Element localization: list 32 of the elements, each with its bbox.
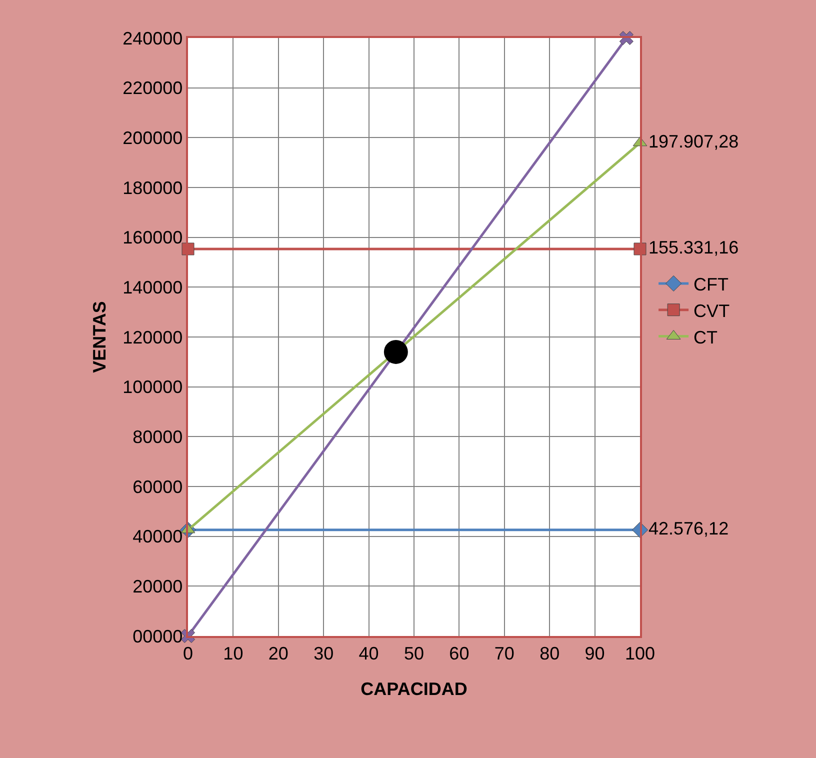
y-tick-label: 160000: [122, 228, 183, 248]
y-tick-label: 180000: [122, 178, 183, 198]
x-tick-label: 100: [624, 643, 656, 664]
x-tick-label: 30: [314, 643, 334, 664]
y-tick-label: 60000: [132, 476, 183, 497]
legend-label: CVT: [694, 300, 730, 321]
data-label: 197.907,28: [648, 131, 739, 152]
x-axis-title: CAPACIDAD: [360, 678, 468, 699]
y-tick-label: 240000: [122, 28, 183, 48]
data-label: 42.576,12: [648, 518, 729, 538]
x-tick-label: 0: [182, 643, 194, 664]
y-tick-label: 140000: [122, 277, 183, 298]
y-tick-label: 80000: [132, 426, 183, 447]
x-tick-label: 90: [584, 643, 605, 664]
legend-label: CT: [694, 327, 718, 348]
y-tick-label: 220000: [122, 78, 183, 98]
y-axis-title: VENTAS: [89, 301, 110, 373]
x-tick-label: 80: [540, 643, 560, 664]
data-label: 155.331,16: [648, 237, 739, 258]
y-tick-label: 100000: [122, 377, 183, 398]
y-tick-label: 00000: [132, 626, 183, 646]
x-tick-label: 20: [268, 643, 288, 664]
y-tick-label: 20000: [132, 576, 183, 596]
legend-label: CFT: [694, 274, 729, 294]
x-tick-label: 10: [223, 643, 244, 664]
x-tick-label: 60: [449, 643, 470, 664]
y-tick-label: 40000: [132, 526, 183, 547]
y-tick-label: 120000: [122, 327, 183, 348]
x-tick-label: 70: [494, 643, 514, 664]
y-tick-label: 200000: [122, 128, 183, 148]
x-tick-label: 40: [358, 643, 379, 664]
x-tick-label: 50: [404, 643, 424, 664]
